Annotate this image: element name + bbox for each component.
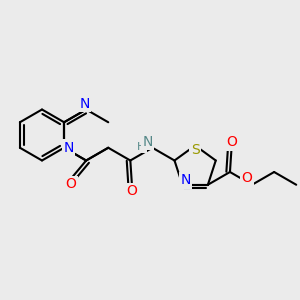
Text: N: N [143,135,153,149]
Text: N: N [63,141,74,155]
Text: S: S [191,143,200,157]
Text: N: N [180,173,190,187]
Text: O: O [66,178,76,191]
Text: H: H [137,142,146,152]
Text: O: O [242,171,252,185]
Text: O: O [126,184,137,198]
Text: O: O [226,136,237,149]
Text: N: N [80,97,90,111]
